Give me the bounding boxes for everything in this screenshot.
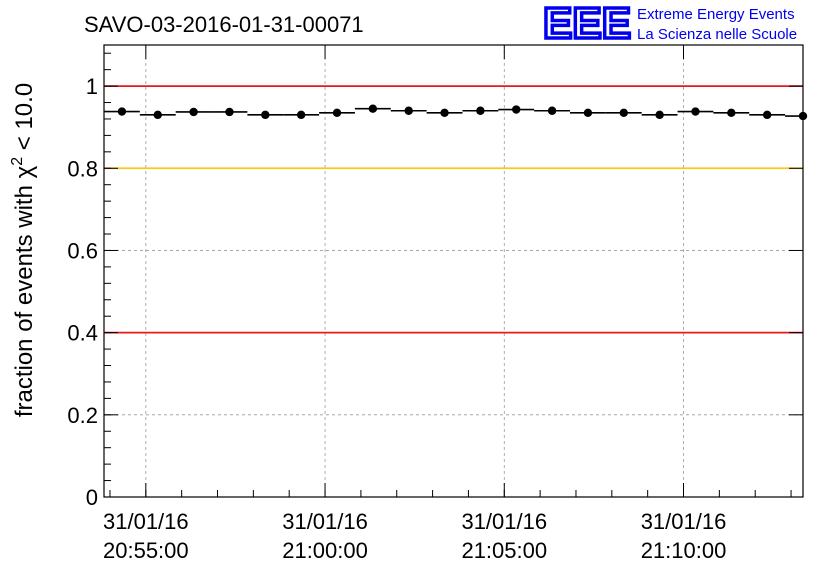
axis-layer: 0 0.2 0.4 0.6 0.8 1 31/01/16 20:55:00 31/01/16 21…: [67, 45, 803, 563]
data-point: [583, 108, 593, 118]
y-tick-label: 0.6: [67, 238, 98, 263]
data-point: [368, 104, 378, 113]
data-point: [512, 105, 521, 114]
y-axis-label-after: < 10.0: [11, 83, 38, 157]
data-point: [762, 110, 772, 120]
x-tick-label-date: 31/01/16: [103, 509, 189, 534]
y-tick-label: 0.2: [67, 403, 98, 428]
logo-line-1: Extreme Energy Events: [637, 6, 795, 23]
data-point: [296, 110, 306, 120]
data-point: [189, 107, 198, 117]
y-tick-label: 1: [86, 74, 98, 99]
data-point: [440, 108, 449, 118]
data-point: [261, 110, 270, 120]
reference-lines: [104, 85, 803, 334]
x-tick-label-date: 31/01/16: [461, 509, 547, 534]
data-point: [332, 108, 342, 118]
data-point: [547, 106, 557, 115]
data-point: [404, 106, 413, 115]
data-point: [691, 107, 700, 116]
x-tick-label-date: 31/01/16: [641, 509, 727, 534]
logo-mark: EEE: [543, 0, 631, 48]
data-point: [117, 107, 127, 116]
y-axis-label-sup: 2: [9, 157, 26, 166]
data-point: [655, 110, 664, 120]
y-tick-label: 0: [86, 485, 98, 510]
x-tick-label-date: 31/01/16: [282, 509, 368, 534]
y-axis-label-before: fraction of events with: [11, 178, 38, 417]
data-point: [727, 108, 736, 118]
y-tick-label: 0.8: [67, 156, 98, 181]
logo-line-2: La Scienza nelle Scuole: [637, 26, 797, 43]
x-tick-label-time: 20:55:00: [103, 538, 189, 563]
x-tick-label-time: 21:00:00: [282, 538, 368, 563]
eee-logo: EEE Extreme Energy Events La Scienza nel…: [541, 0, 797, 50]
x-tick-label-time: 21:05:00: [461, 538, 547, 563]
plot-frame: [103, 44, 804, 498]
data-layer: [104, 104, 808, 121]
data-point: [153, 110, 162, 120]
y-tick-label: 0.4: [67, 321, 98, 346]
data-point: [619, 108, 628, 118]
y-axis-label: fraction of events with χ2 < 10.0: [9, 83, 38, 417]
data-point: [225, 107, 234, 117]
chart-title: SAVO-03-2016-01-31-00071: [84, 12, 364, 37]
y-axis-label-symbol: χ: [11, 165, 38, 178]
data-point: [476, 106, 485, 115]
x-tick-label-time: 21:10:00: [641, 538, 727, 563]
